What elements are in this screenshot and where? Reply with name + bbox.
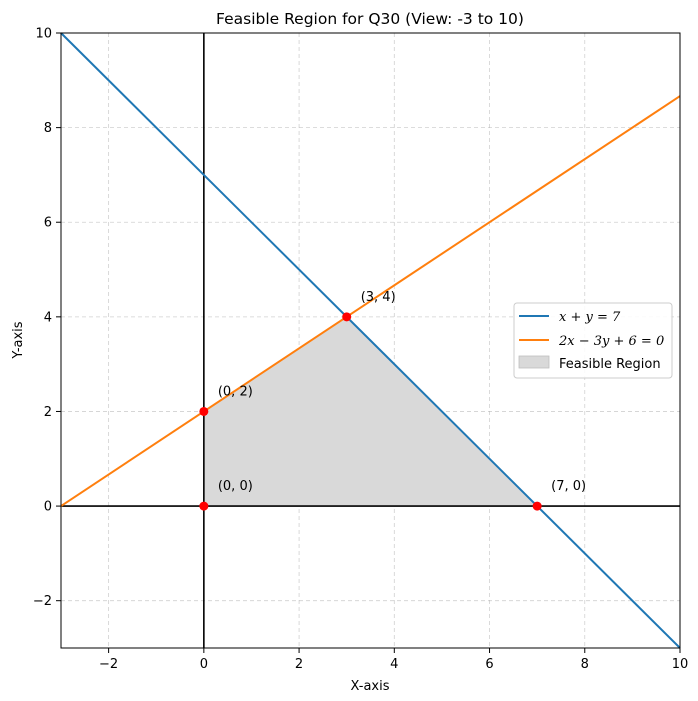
x-tick-label-0: −2: [99, 657, 118, 672]
y-tick-label-5: 8: [44, 121, 52, 136]
feasible-region-layer: [203, 316, 538, 507]
zero-axes: [61, 33, 680, 648]
series-line-2: [60, 95, 681, 507]
vertex-point-4: [532, 501, 542, 511]
legend-label-region: Feasible Region: [559, 357, 661, 372]
vertex-point-2: [199, 406, 209, 416]
points-layer: (0, 0) (0, 2) (3, 4) (7, 0): [199, 290, 586, 511]
y-tick-label-3: 4: [44, 310, 52, 325]
series-layer: [60, 32, 681, 649]
y-tick-label-4: 6: [44, 216, 52, 231]
vertex-label-1: (0, 0): [218, 479, 253, 494]
vertex-label-4: (7, 0): [551, 479, 586, 494]
y-axis-label: Y-axis: [11, 321, 26, 359]
x-tick-label-6: 10: [672, 657, 689, 672]
legend: x + y = 7 2x − 3y + 6 = 0 Feasible Regio…: [513, 302, 673, 379]
x-tick-label-1: 0: [200, 657, 208, 672]
vertex-label-3: (3, 4): [361, 290, 396, 305]
axes-frame: [60, 32, 681, 649]
chart-title: Feasible Region for Q30 (View: -3 to 10): [216, 10, 524, 28]
legend-label-series-2: 2x − 3y + 6 = 0: [558, 334, 664, 349]
legend-label-series-1: x + y = 7: [559, 310, 621, 325]
y-tick-label-1: 0: [44, 500, 52, 515]
y-tick-label-2: 2: [44, 405, 52, 420]
vertex-label-2: (0, 2): [218, 384, 253, 399]
feasible-region: [203, 316, 538, 507]
x-tick-label-2: 2: [295, 657, 303, 672]
x-tick-label-3: 4: [390, 657, 398, 672]
x-tick-label-4: 6: [485, 657, 493, 672]
y-tick-label-6: 10: [35, 27, 52, 42]
x-axis-label: X-axis: [351, 679, 390, 694]
y-tick-label-0: −2: [33, 594, 52, 609]
vertex-point-3: [342, 312, 352, 322]
plot-frame: [60, 32, 681, 649]
ticks: −2 0 2 4 6 8 10 −2 0 2 4 6 8 10: [33, 27, 688, 673]
x-tick-label-5: 8: [581, 657, 589, 672]
legend-box: [513, 302, 673, 379]
legend-swatch-region: [518, 355, 550, 369]
series-line-1: [60, 32, 681, 649]
vertex-point-1: [199, 501, 209, 511]
